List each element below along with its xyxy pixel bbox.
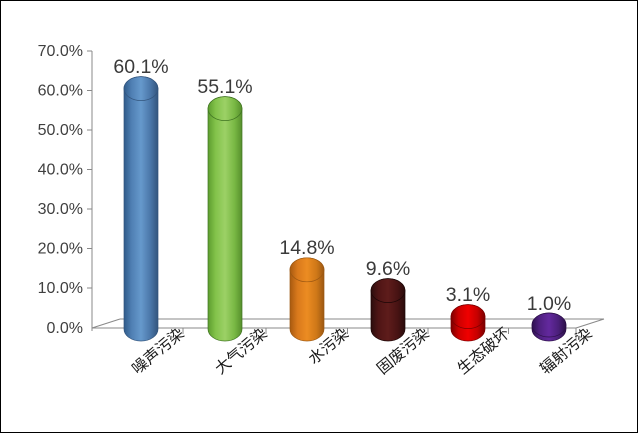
svg-text:60.0%: 60.0% xyxy=(38,83,83,100)
svg-text:30.0%: 30.0% xyxy=(38,201,83,218)
svg-text:70.0%: 70.0% xyxy=(38,43,83,60)
svg-text:40.0%: 40.0% xyxy=(38,162,83,179)
svg-text:55.1%: 55.1% xyxy=(197,76,252,98)
svg-text:0.0%: 0.0% xyxy=(47,320,83,337)
svg-text:9.6%: 9.6% xyxy=(366,258,410,280)
svg-text:3.1%: 3.1% xyxy=(446,284,490,306)
svg-text:10.0%: 10.0% xyxy=(38,280,83,297)
svg-text:14.8%: 14.8% xyxy=(279,237,334,259)
svg-text:20.0%: 20.0% xyxy=(38,241,83,258)
svg-text:1.0%: 1.0% xyxy=(527,293,571,315)
svg-text:60.1%: 60.1% xyxy=(113,56,168,78)
svg-text:50.0%: 50.0% xyxy=(38,122,83,139)
